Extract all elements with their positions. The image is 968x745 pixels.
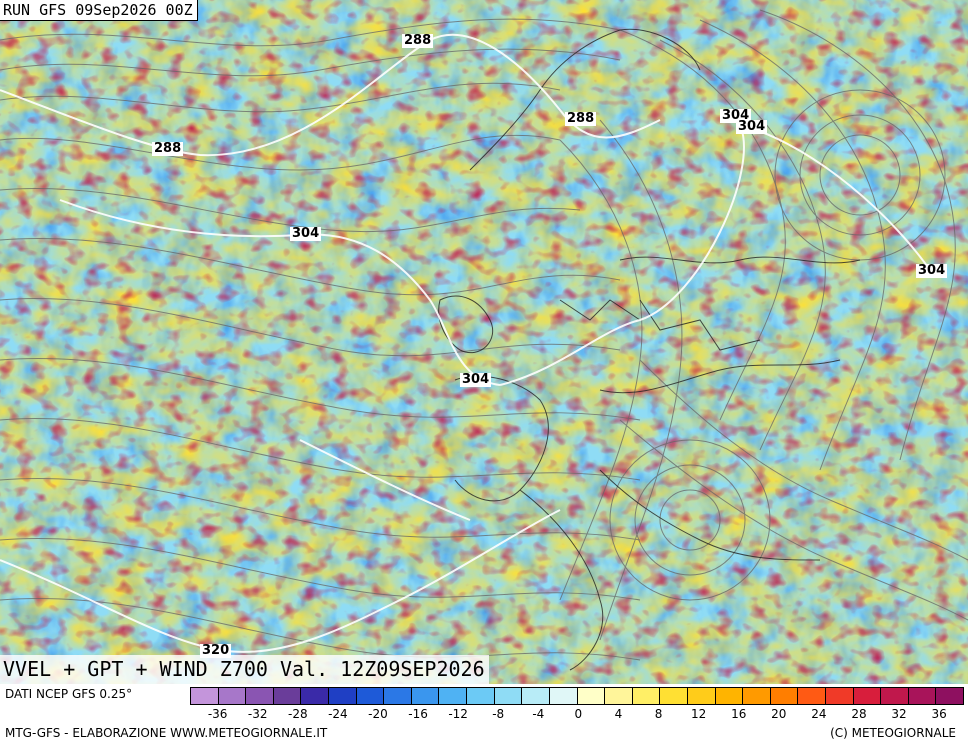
colorbar-swatch xyxy=(715,688,744,704)
isoline-label: 288 xyxy=(402,33,434,48)
run-label: RUN GFS 09Sep2026 00Z xyxy=(0,0,198,21)
colorbar-swatch xyxy=(853,688,882,704)
colorbar-swatch xyxy=(191,688,219,704)
colorbar xyxy=(190,687,964,705)
isoline-label: 304 xyxy=(720,108,752,123)
colorbar-tick-label: 32 xyxy=(891,707,907,721)
colorbar-swatch xyxy=(826,688,854,704)
colorbar-swatch xyxy=(356,688,385,704)
isoline-label: 304 xyxy=(916,263,948,278)
colorbar-swatch xyxy=(632,688,661,704)
colorbar-swatch xyxy=(384,688,412,704)
colorbar-tick-label: -36 xyxy=(207,707,228,721)
colorbar-tick-label: -4 xyxy=(532,707,545,721)
colorbar-swatch xyxy=(743,688,771,704)
colorbar-ticks: -36 -32 -28 -24 -20 -16 -12 -8 -4 0 4 8 12 16 20 24 28 32… xyxy=(190,706,964,722)
colorbar-tick-label: -24 xyxy=(328,707,348,721)
colorbar-tick-label: -16 xyxy=(408,707,428,721)
colorbar-tick-label: 12 xyxy=(690,707,707,721)
footer-copyright: (C) METEOGIORNALE xyxy=(830,726,956,740)
coastlines xyxy=(438,28,861,671)
colorbar-swatch xyxy=(577,688,606,704)
isoline-label: 320 xyxy=(200,643,232,658)
colorbar-tick-label: 20 xyxy=(771,707,787,721)
colorbar-tick-label: 16 xyxy=(731,707,747,721)
legend: DATI NCEP GFS 0.25° -36 -32 -28 -24 -20 -16 -1… xyxy=(0,684,968,745)
colorbar-tick-label: 24 xyxy=(811,707,827,721)
isoline-label: 288 xyxy=(565,111,597,126)
isoline-label: 304 xyxy=(460,372,492,387)
colorbar-swatch xyxy=(467,688,495,704)
weather-map: RUN GFS 09Sep2026 00Z 288 288 288 304 30… xyxy=(0,0,968,684)
colorbar-tick-label: 28 xyxy=(851,707,867,721)
footer-credit: MTG-GFS - ELABORAZIONE WWW.METEOGIORNALE… xyxy=(5,726,328,740)
wind-streamlines xyxy=(0,9,968,661)
colorbar-swatch xyxy=(246,688,274,704)
isoline-label: 304 xyxy=(290,226,322,241)
colorbar-tick-label: -8 xyxy=(492,707,505,721)
colorbar-swatch xyxy=(301,688,330,704)
colorbar-tick-label: -12 xyxy=(448,707,468,721)
colorbar-tick-label: 8 xyxy=(654,707,663,721)
colorbar-tick-label: -32 xyxy=(247,707,268,721)
red-field xyxy=(0,0,968,684)
colorbar-swatch xyxy=(439,688,468,704)
colorbar-tick-label: 36 xyxy=(931,707,947,721)
isoline-label: 304 xyxy=(736,119,768,134)
colorbar-swatch xyxy=(329,688,357,704)
map-title: VVEL + GPT + WIND Z700 Val. 12Z09SEP2026 xyxy=(0,655,489,684)
colorbar-tick-label: 0 xyxy=(574,707,583,721)
colorbar-swatch xyxy=(605,688,633,704)
data-source-label: DATI NCEP GFS 0.25° xyxy=(5,687,133,701)
colorbar-swatch xyxy=(798,688,827,704)
colorbar-swatch xyxy=(494,688,523,704)
colorbar-tick-label: -28 xyxy=(287,707,308,721)
colorbar-swatch xyxy=(881,688,909,704)
colorbar-swatch xyxy=(687,688,716,704)
colorbar-swatch xyxy=(936,688,964,704)
colorbar-swatch xyxy=(273,688,302,704)
colorbar-swatch xyxy=(522,688,550,704)
map-field xyxy=(0,0,968,684)
colorbar-swatch xyxy=(549,688,578,704)
isoline-label: 288 xyxy=(152,141,184,156)
colorbar-swatch xyxy=(908,688,937,704)
colorbar-swatch xyxy=(411,688,440,704)
colorbar-swatch xyxy=(770,688,799,704)
colorbar-swatch xyxy=(660,688,688,704)
colorbar-tick-label: -20 xyxy=(368,707,388,721)
colorbar-swatch xyxy=(218,688,247,704)
colorbar-tick-label: 4 xyxy=(614,707,623,721)
